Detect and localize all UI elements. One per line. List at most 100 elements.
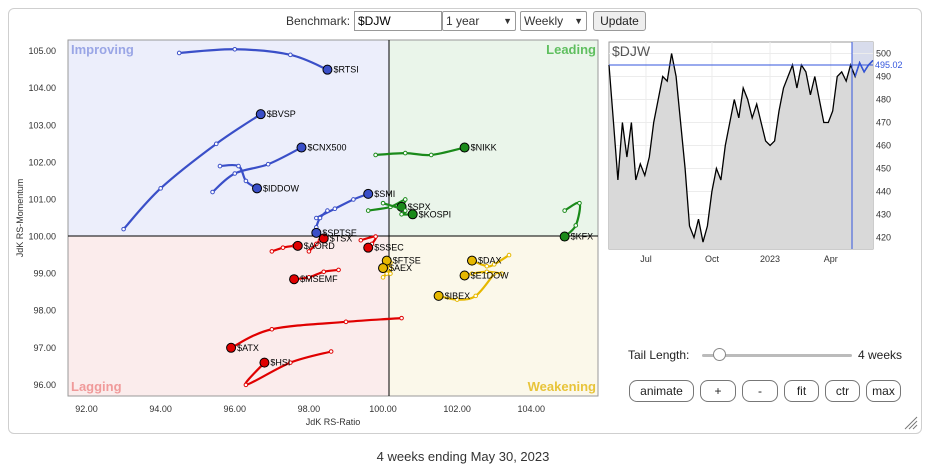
symbol-label-rtsi: $RTSI: [333, 65, 358, 75]
head-point-hsi[interactable]: [259, 357, 270, 368]
head-point-atx[interactable]: [226, 342, 237, 353]
quadrant-label-weakening: Weakening: [528, 379, 596, 394]
period-select[interactable]: 1 year ▼: [442, 11, 516, 31]
tail-point-nikk: [402, 150, 408, 156]
y-tick-label: 98.00: [33, 306, 56, 316]
tail-ibex: [437, 272, 496, 301]
symbol-label-dax: $DAX: [478, 256, 502, 266]
symbol-label-smi: $SMI: [374, 189, 395, 199]
fit-button[interactable]: fit: [784, 380, 819, 402]
tail-point-ssec: [373, 234, 378, 239]
y-tick-label: 102.00: [28, 157, 56, 167]
symbol-label-atx: $ATX: [237, 343, 259, 353]
center-button[interactable]: ctr: [825, 380, 860, 402]
tail-length-slider-handle[interactable]: [713, 348, 726, 361]
benchmark-y-tick-label: 430: [876, 210, 891, 220]
tail-point-nikk: [373, 152, 378, 158]
quadrant-label-lagging: Lagging: [71, 379, 122, 394]
tail-point-aord: [280, 245, 286, 250]
head-point-kospi[interactable]: [407, 209, 418, 220]
tail-point-smi: [314, 215, 319, 221]
tail-point-aex: [384, 271, 390, 276]
symbol-label-aex: $AEX: [389, 263, 412, 273]
benchmark-price-area: [609, 53, 873, 249]
benchmark-y-tick-label: 450: [876, 164, 891, 174]
benchmark-x-tick-label: Oct: [705, 254, 720, 264]
chevron-down-icon: ▼: [503, 16, 512, 26]
update-button[interactable]: Update: [593, 11, 646, 31]
head-point-msemf[interactable]: [289, 274, 300, 285]
tail-point-bvsp: [121, 226, 126, 232]
tail-dax: [470, 253, 511, 268]
max-button[interactable]: max: [866, 380, 901, 402]
period-select-value: 1 year: [446, 14, 480, 28]
head-point-aord[interactable]: [292, 240, 303, 251]
head-point-smi[interactable]: [363, 188, 374, 199]
benchmark-y-tick-label: 490: [876, 72, 891, 82]
symbol-label-aord: $AORD: [304, 241, 336, 251]
head-point-rtsi[interactable]: [322, 64, 333, 75]
tail-point-ssec: [358, 237, 364, 243]
plot-frame: [67, 39, 599, 397]
tail-point-iddow: [236, 163, 241, 169]
y-tick-label: 97.00: [33, 343, 56, 353]
resize-handle-icon[interactable]: [904, 416, 918, 430]
tail-point-sptse: [325, 208, 330, 213]
head-point-tsx[interactable]: [318, 233, 329, 244]
tail-point-tsx: [306, 249, 312, 254]
tail-point-e1dow: [484, 269, 490, 275]
y-axis-label: JdK RS-Momentum: [15, 179, 25, 258]
tail-point-dax: [484, 263, 490, 269]
tail-point-atx: [269, 326, 275, 332]
tail-point-hsi: [328, 349, 334, 354]
zoom-out-button[interactable]: -: [742, 380, 778, 402]
head-point-dax[interactable]: [466, 255, 477, 266]
tail-point-msemf: [321, 269, 327, 275]
benchmark-price-line-recent: [854, 59, 874, 77]
symbol-label-hsi: $HSI: [270, 358, 290, 368]
zoom-in-button[interactable]: +: [700, 380, 736, 402]
symbol-label-sptse: $SPTSE: [322, 228, 357, 238]
tail-point-bvsp: [213, 141, 219, 147]
quadrant-label-leading: Leading: [546, 42, 596, 57]
tail-point-dax: [506, 252, 512, 258]
head-point-e1dow[interactable]: [459, 270, 470, 281]
tail-point-msemf: [336, 267, 341, 273]
head-point-aex[interactable]: [378, 263, 389, 274]
head-point-cnx500[interactable]: [296, 142, 307, 153]
tail-point-ibex: [473, 293, 478, 299]
benchmark-input[interactable]: [354, 11, 442, 31]
tail-point-hsi: [288, 360, 293, 365]
benchmark-y-tick-label: 420: [876, 233, 891, 243]
tail-point-aex: [380, 275, 386, 280]
tail-kfx: [563, 201, 582, 238]
head-point-kfx[interactable]: [559, 231, 570, 242]
date-range-caption: 4 weeks ending May 30, 2023: [376, 449, 550, 464]
tail-point-kospi: [399, 211, 404, 217]
benchmark-x-tick-label: Apr: [824, 254, 838, 264]
head-point-ssec[interactable]: [363, 242, 374, 253]
head-point-nikk[interactable]: [459, 142, 470, 153]
tail-cnx500: [211, 146, 303, 194]
symbol-label-nikk: $NIKK: [471, 143, 497, 153]
animate-button[interactable]: animate: [629, 380, 694, 402]
quadrant-leading: [389, 40, 598, 236]
tail-point-sptse: [317, 215, 323, 221]
head-point-ibex[interactable]: [433, 290, 444, 301]
tail-length-slider-track[interactable]: [702, 354, 852, 357]
benchmark-y-tick-label: 470: [876, 118, 891, 128]
interval-select[interactable]: Weekly ▼: [520, 11, 587, 31]
head-point-sptse[interactable]: [311, 227, 322, 238]
head-point-iddow[interactable]: [252, 183, 263, 194]
symbol-label-ftse: $FTSE: [393, 256, 421, 266]
head-point-bvsp[interactable]: [255, 109, 266, 120]
tail-point-cnx500: [210, 189, 215, 195]
tail-point-e1dow: [469, 271, 475, 276]
tail-point-ibex: [491, 271, 497, 276]
tail-point-msemf: [306, 275, 312, 280]
tail-point-nikk: [428, 152, 434, 158]
tail-iddow: [218, 163, 259, 190]
benchmark-y-tick-label: 480: [876, 95, 891, 105]
benchmark-y-tick-label: 500: [876, 49, 891, 59]
